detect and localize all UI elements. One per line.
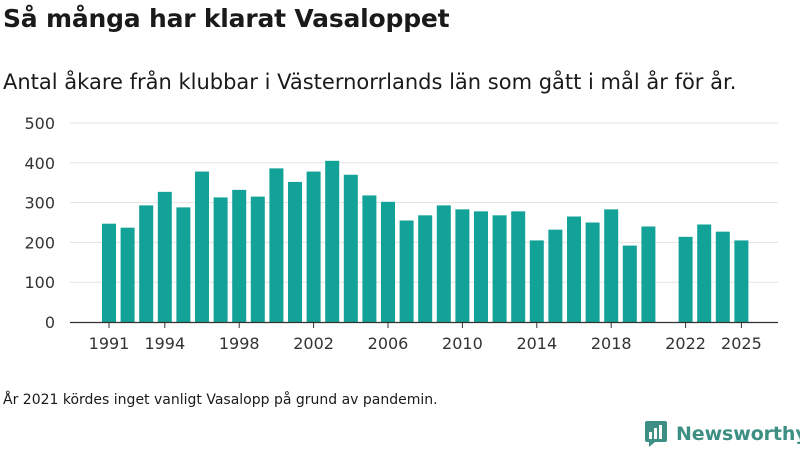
- bar-2023[interactable]: [697, 224, 712, 322]
- y-tick-label: 100: [24, 273, 55, 292]
- bar-2000[interactable]: [269, 168, 284, 322]
- bar-1992[interactable]: [120, 227, 135, 322]
- bar-2019[interactable]: [622, 245, 637, 322]
- bars: [102, 160, 749, 323]
- x-tick-label: 2018: [591, 334, 632, 353]
- x-tick-label: 2002: [293, 334, 334, 353]
- chart-title: Så många har klarat Vasaloppet: [3, 4, 450, 33]
- bar-2018[interactable]: [604, 209, 619, 322]
- y-tick-label: 0: [45, 313, 55, 332]
- bar-2009[interactable]: [436, 205, 451, 322]
- bar-2008[interactable]: [418, 215, 433, 322]
- bar-2020[interactable]: [641, 226, 656, 322]
- bar-1999[interactable]: [250, 196, 265, 322]
- x-tick-label: 2025: [721, 334, 762, 353]
- bar-2017[interactable]: [585, 222, 600, 323]
- bar-2010[interactable]: [455, 209, 470, 322]
- bar-2022[interactable]: [678, 236, 693, 322]
- newsworthy-logo-icon: [645, 421, 667, 447]
- brand-name: Newsworthy: [676, 423, 800, 445]
- bar-2005[interactable]: [362, 195, 377, 322]
- y-axis-ticks: 0 100 200 300 400 500: [24, 114, 55, 332]
- bar-2001[interactable]: [288, 181, 302, 322]
- bar-2012[interactable]: [492, 215, 507, 322]
- bar-2025[interactable]: [734, 240, 749, 322]
- footnote: År 2021 kördes inget vanligt Vasalopp på…: [3, 392, 438, 408]
- y-tick-label: 500: [24, 114, 55, 133]
- chart-subtitle: Antal åkare från klubbar i Västernorrlan…: [3, 70, 737, 94]
- bar-1995[interactable]: [176, 207, 191, 322]
- bar-2016[interactable]: [567, 216, 581, 322]
- bar-chart: 0 100 200 300 400 500 1991 1994 1998 2002 2006 201…: [24, 114, 778, 353]
- bar-1993[interactable]: [139, 205, 154, 322]
- bar-2024[interactable]: [715, 231, 730, 322]
- bar-2013[interactable]: [511, 211, 526, 322]
- bar-2007[interactable]: [399, 220, 414, 322]
- y-tick-label: 400: [24, 154, 55, 173]
- y-tick-label: 300: [24, 194, 55, 213]
- x-axis-ticks: 1991 1994 1998 2002 2006 2010 2014 2018 2022 2025: [89, 322, 762, 353]
- bar-2011[interactable]: [474, 211, 488, 322]
- bar-2003[interactable]: [325, 160, 340, 322]
- bar-1997[interactable]: [213, 197, 228, 322]
- x-tick-label: 1994: [144, 334, 185, 353]
- bar-2015[interactable]: [548, 229, 563, 322]
- bar-1994[interactable]: [157, 191, 172, 322]
- bar-2002[interactable]: [306, 171, 321, 322]
- y-tick-label: 200: [24, 233, 55, 252]
- x-tick-label: 2014: [516, 334, 557, 353]
- x-tick-label: 2010: [442, 334, 483, 353]
- bar-2014[interactable]: [529, 240, 544, 322]
- newsworthy-logo[interactable]: Newsworthy: [644, 419, 800, 449]
- x-tick-label: 1991: [89, 334, 130, 353]
- x-tick-label: 2022: [665, 334, 706, 353]
- x-tick-label: 1998: [219, 334, 260, 353]
- bar-1998[interactable]: [232, 189, 247, 322]
- bar-2004[interactable]: [343, 174, 358, 322]
- bar-1991[interactable]: [102, 223, 116, 322]
- x-tick-label: 2006: [368, 334, 409, 353]
- bar-1996[interactable]: [195, 171, 209, 322]
- bar-2006[interactable]: [381, 201, 395, 322]
